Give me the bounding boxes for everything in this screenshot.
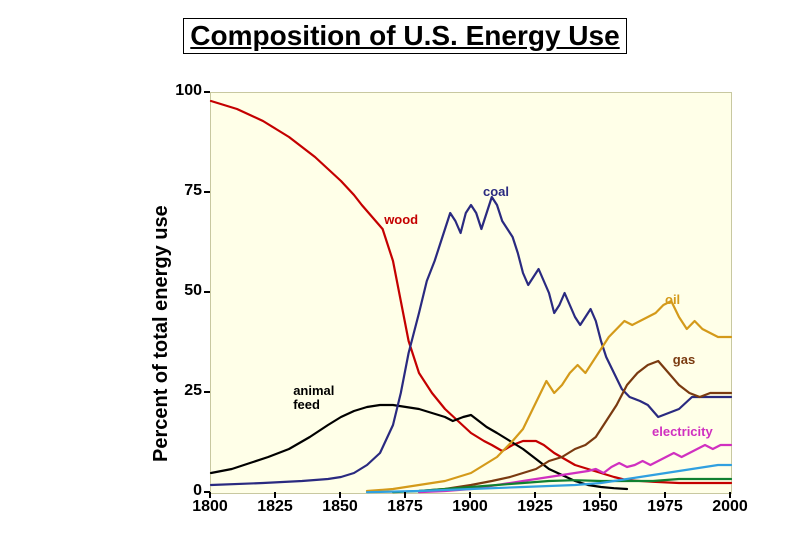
y-tick-label: 75 (162, 182, 202, 200)
y-tick-label: 50 (162, 282, 202, 300)
x-tick-mark (664, 492, 666, 498)
series-label-animal feed: animalfeed (293, 384, 334, 411)
series-label-wood: wood (384, 212, 418, 227)
x-tick-mark (404, 492, 406, 498)
y-tick-mark (204, 91, 210, 93)
y-tick-label: 100 (162, 82, 202, 100)
series-label-oil: oil (665, 292, 680, 307)
x-tick-label: 1875 (380, 498, 430, 516)
x-tick-mark (729, 492, 731, 498)
series-label-gas: gas (673, 352, 695, 367)
x-tick-mark (209, 492, 211, 498)
x-tick-mark (274, 492, 276, 498)
chart-title: Composition of U.S. Energy Use (183, 18, 626, 54)
x-tick-mark (469, 492, 471, 498)
y-tick-mark (204, 391, 210, 393)
x-tick-label: 2000 (705, 498, 755, 516)
series-coal (211, 197, 731, 485)
x-tick-mark (339, 492, 341, 498)
y-axis-label: Percent of total energy use (150, 205, 173, 462)
y-tick-mark (204, 291, 210, 293)
chart-container: Percent of total energy use 025507510018… (0, 62, 810, 540)
y-tick-mark (204, 191, 210, 193)
x-tick-label: 1800 (185, 498, 235, 516)
series-oil (367, 301, 731, 491)
series-animal feed (211, 405, 627, 489)
x-tick-label: 1825 (250, 498, 300, 516)
x-tick-label: 1900 (445, 498, 495, 516)
x-tick-mark (599, 492, 601, 498)
y-tick-label: 25 (162, 382, 202, 400)
x-tick-label: 1925 (510, 498, 560, 516)
x-tick-label: 1850 (315, 498, 365, 516)
x-tick-mark (534, 492, 536, 498)
x-tick-label: 1950 (575, 498, 625, 516)
series-label-electricity: electricity (652, 424, 713, 439)
x-tick-label: 1975 (640, 498, 690, 516)
series-label-coal: coal (483, 184, 509, 199)
